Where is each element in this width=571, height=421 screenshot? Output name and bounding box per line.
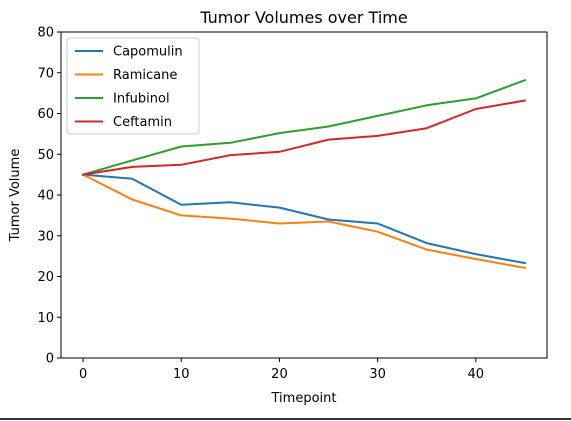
x-tick-label: 40 xyxy=(468,367,485,382)
legend-label-ramicane: Ramicane xyxy=(113,68,177,83)
x-tick-label: 20 xyxy=(271,367,288,382)
y-tick-label: 70 xyxy=(37,66,54,81)
y-tick-label: 10 xyxy=(37,311,54,326)
y-tick-label: 60 xyxy=(37,107,54,122)
legend: Capomulin Ramicane Infubinol Ceftamin xyxy=(66,37,200,135)
series-line-ceftamin xyxy=(81,99,527,176)
y-tick-label: 40 xyxy=(37,189,54,204)
series-line-infubinol xyxy=(81,78,527,176)
y-tick-label: 0 xyxy=(46,352,54,367)
legend-box xyxy=(66,37,200,135)
x-tick-label: 10 xyxy=(173,367,190,382)
bottom-divider xyxy=(0,418,571,420)
x-tick-label: 0 xyxy=(79,367,87,382)
legend-label-infubinol: Infubinol xyxy=(113,92,170,107)
series-line-capomulin xyxy=(82,173,527,265)
x-tick-label: 30 xyxy=(369,367,386,382)
y-tick-label: 30 xyxy=(37,229,54,244)
legend-label-ceftamin: Ceftamin xyxy=(113,115,172,130)
y-tick-label: 50 xyxy=(37,148,54,163)
y-tick-label: 80 xyxy=(37,26,54,41)
y-axis-title: Tumor Volume xyxy=(8,149,23,243)
legend-label-capomulin: Capomulin xyxy=(113,45,183,60)
y-tick-label: 20 xyxy=(37,270,54,285)
plot-area: 0 10 20 30 40 0 10 20 30 40 50 60 70 80 xyxy=(37,26,548,382)
x-axis-title: Timepoint xyxy=(271,391,337,406)
series-line-ramicane xyxy=(81,173,527,270)
chart-title: Tumor Volumes over Time xyxy=(199,8,407,27)
